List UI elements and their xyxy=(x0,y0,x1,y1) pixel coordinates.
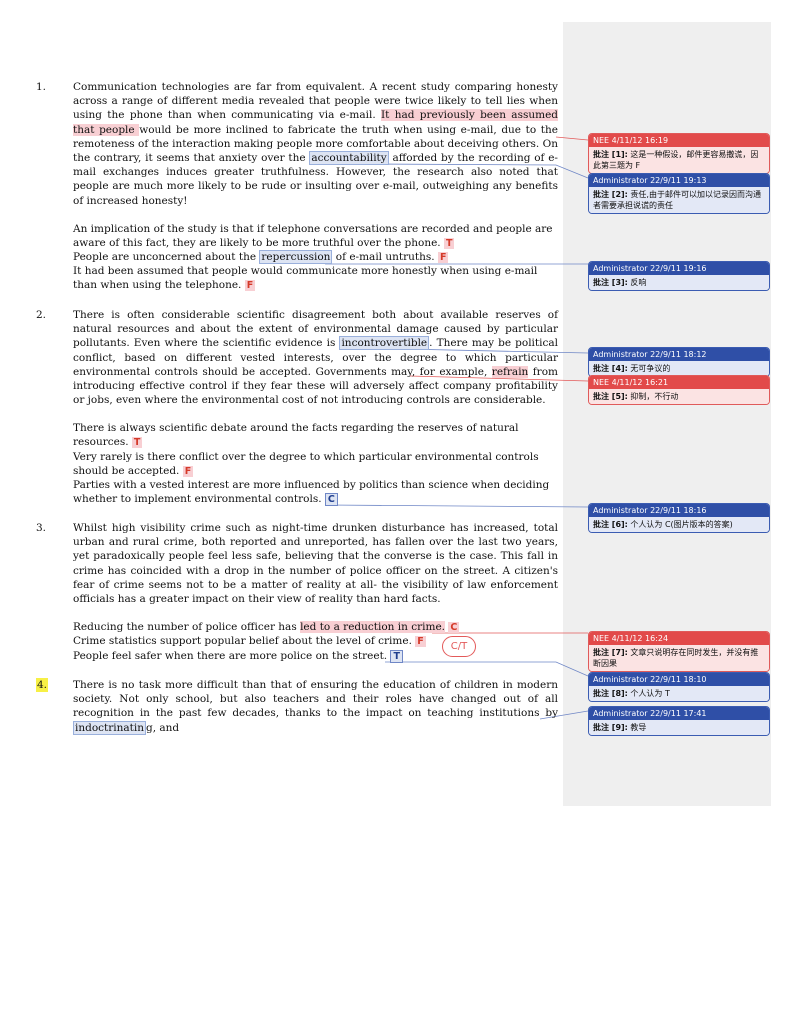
comment-highlight-4[interactable]: incontrovertible xyxy=(339,336,430,351)
answer-mark: T xyxy=(443,238,455,250)
comment-highlight-5[interactable]: refrain xyxy=(491,365,529,378)
statement: An implication of the study is that if t… xyxy=(73,223,553,250)
answer-mark: F xyxy=(437,252,449,263)
comment-header: NEE 4/11/12 16:19 xyxy=(589,134,769,147)
comment-5[interactable]: NEE 4/11/12 16:21 批注 [5]: 抑制，不行动 xyxy=(588,375,770,405)
comment-1[interactable]: NEE 4/11/12 16:19 批注 [1]: 这是一种假设，邮件更容易撒谎… xyxy=(588,133,770,174)
comment-body: 批注 [6]: 个人认为 C(图片版本的答案) xyxy=(589,517,769,532)
answer-mark: C xyxy=(448,622,460,633)
comment-body: 批注 [4]: 无可争议的 xyxy=(589,361,769,376)
statement: There is always scientific debate around… xyxy=(73,422,519,449)
question-number: 1. xyxy=(36,81,47,93)
comment-header: Administrator 22/9/11 19:16 xyxy=(589,262,769,275)
comment-highlight-2[interactable]: accountability xyxy=(309,151,389,166)
comment-header: NEE 4/11/12 16:21 xyxy=(589,376,769,389)
statement: Parties with a vested interest are more … xyxy=(73,479,550,507)
callout-bubble[interactable]: C/T xyxy=(442,636,476,657)
comment-body: 批注 [9]: 教导 xyxy=(589,720,769,735)
comment-header: NEE 4/11/12 16:24 xyxy=(589,632,769,645)
answer-mark: C xyxy=(324,493,338,507)
question-number: 4. xyxy=(36,678,49,693)
comment-body: 批注 [3]: 反响 xyxy=(589,275,769,290)
passage-text: There is no task more difficult than tha… xyxy=(73,679,558,735)
comment-header: Administrator 22/9/11 18:10 xyxy=(589,673,769,686)
answer-mark: F xyxy=(182,466,194,478)
comment-header: Administrator 22/9/11 18:12 xyxy=(589,348,769,361)
comment-body: 批注 [5]: 抑制，不行动 xyxy=(589,389,769,404)
comment-body: 批注 [8]: 个人认为 T xyxy=(589,686,769,701)
comment-body: 批注 [2]: 责任,由于邮件可以加以记录因而沟通者需要承担说谎的责任 xyxy=(589,187,769,213)
comment-4[interactable]: Administrator 22/9/11 18:12 批注 [4]: 无可争议… xyxy=(588,347,770,377)
passage-text: Whilst high visibility crime such as nig… xyxy=(73,522,558,606)
statement: It had been assumed that people would co… xyxy=(73,265,538,292)
answer-mark: T xyxy=(390,650,403,663)
comment-header: Administrator 22/9/11 19:13 xyxy=(589,174,769,187)
comment-header: Administrator 22/9/11 17:41 xyxy=(589,707,769,720)
comment-2[interactable]: Administrator 22/9/11 19:13 批注 [2]: 责任,由… xyxy=(588,173,770,214)
answer-mark: F xyxy=(415,636,426,647)
statement: Very rarely is there conflict over the d… xyxy=(73,451,539,478)
question-number: 3. xyxy=(36,522,47,534)
statement: People feel safer when there are more po… xyxy=(73,649,558,664)
comment-highlight-9[interactable]: indoctrinatin xyxy=(73,720,147,735)
passage-text: There is often considerable scientific d… xyxy=(73,309,558,407)
passage-text: Communication technologies are far from … xyxy=(73,81,558,207)
comment-3[interactable]: Administrator 22/9/11 19:16 批注 [3]: 反响 xyxy=(588,261,770,291)
comment-body: 批注 [1]: 这是一种假设，邮件更容易撒谎，因此第三题为 F xyxy=(589,147,769,173)
question-number: 2. xyxy=(36,309,47,321)
answer-mark: T xyxy=(131,437,143,449)
comment-9[interactable]: Administrator 22/9/11 17:41 批注 [9]: 教导 xyxy=(588,706,770,736)
answer-mark: F xyxy=(244,280,256,292)
comment-6[interactable]: Administrator 22/9/11 18:16 批注 [6]: 个人认为… xyxy=(588,503,770,533)
statement: People are unconcerned about the repercu… xyxy=(73,250,449,264)
comment-highlight-7[interactable]: led to a reduction in crime. xyxy=(300,621,445,633)
statement: Crime statistics support popular belief … xyxy=(73,635,426,647)
comment-highlight-3[interactable]: repercussion xyxy=(259,250,333,264)
comment-body: 批注 [7]: 文章只说明存在同时发生，并没有推断因果 xyxy=(589,645,769,671)
comment-8[interactable]: Administrator 22/9/11 18:10 批注 [8]: 个人认为… xyxy=(588,672,770,702)
comment-header: Administrator 22/9/11 18:16 xyxy=(589,504,769,517)
statement: Reducing the number of police officer ha… xyxy=(73,621,460,633)
comment-7[interactable]: NEE 4/11/12 16:24 批注 [7]: 文章只说明存在同时发生，并没… xyxy=(588,631,770,672)
